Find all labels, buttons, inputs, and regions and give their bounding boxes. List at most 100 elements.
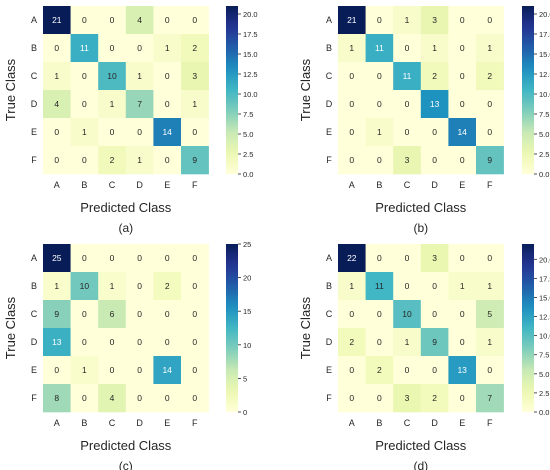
heatmap-cell [181,272,209,301]
cell-value-label: 0 [487,99,492,109]
heatmap-cell [70,272,99,301]
cell-value-label: 22 [347,253,357,263]
cell-value-label: 4 [110,393,115,403]
heatmap-cell [181,62,209,91]
colorbar-tick-label: 7.5 [243,110,253,119]
heatmap-cell [365,384,394,413]
cell-value-label: 0 [460,43,465,53]
heatmap-cell [476,146,504,175]
cell-value-label: 0 [54,365,59,375]
y-tick-label: A [326,253,332,263]
y-tick-label: C [31,71,38,81]
cell-value-label: 0 [137,43,142,53]
x-tick-label: B [376,418,382,428]
y-axis-label: True Class [298,58,313,121]
cell-value-label: 0 [192,365,197,375]
cell-value-label: 0 [349,99,354,109]
y-tick-label: A [326,15,332,25]
x-tick-label: D [431,418,438,428]
heatmap-cell [43,272,71,301]
cell-value-label: 0 [460,337,465,347]
heatmap-cell [476,272,504,301]
heatmap-cell [153,356,182,385]
heatmap-cell [420,244,449,273]
cell-value-label: 0 [432,309,437,319]
colorbar-tick-label: 20 [243,274,251,283]
cell-value-label: 10 [107,71,117,81]
heatmap-cell [43,244,71,273]
cell-value-label: 0 [460,393,465,403]
cell-value-label: 0 [377,309,382,319]
y-tick-label: D [31,337,38,347]
cell-value-label: 0 [192,127,197,137]
heatmap-cell [338,118,366,147]
y-tick-label: B [326,281,332,291]
cell-value-label: 0 [110,253,115,263]
heatmap-cell [338,328,366,357]
x-tick-label: E [459,418,465,428]
cell-value-label: 0 [82,337,87,347]
heatmap-cell [448,146,477,175]
cell-value-label: 0 [349,309,354,319]
cell-value-label: 2 [192,43,197,53]
heatmap-cell [153,300,182,329]
colorbar-tick-label: 12.5 [539,70,550,79]
x-tick-label: E [164,180,170,190]
heatmap-cell [125,328,154,357]
heatmap-cell [43,356,71,385]
heatmap-cell [393,384,422,413]
y-tick-label: B [326,43,332,53]
heatmap-cell [420,62,449,91]
x-tick-label: C [109,180,116,190]
cell-value-label: 3 [405,393,410,403]
cell-value-label: 3 [192,71,197,81]
cell-value-label: 0 [110,127,115,137]
y-tick-label: A [31,15,37,25]
cell-value-label: 1 [137,71,142,81]
x-tick-label: C [404,180,411,190]
colorbar-tick-label: 15.0 [539,50,550,59]
colorbar-tick-label: 17.5 [539,274,550,283]
heatmap-cell [70,118,99,147]
heatmap-cell [98,272,127,301]
y-axis-label: True Class [3,58,18,121]
x-tick-label: A [54,180,60,190]
heatmap-cell [153,6,182,35]
cell-value-label: 10 [80,281,90,291]
cell-value-label: 11 [80,43,89,53]
heatmap-cell [70,244,99,273]
heatmap-cell [98,90,127,119]
cell-value-label: 0 [82,393,87,403]
colorbar-tick-label: 5.0 [539,370,549,379]
cell-value-label: 0 [460,309,465,319]
cell-value-label: 0 [165,15,170,25]
y-axis-label: True Class [298,296,313,359]
panel-caption: (c) [119,459,133,470]
heatmap-cell [43,62,71,91]
heatmap-cell [338,384,366,413]
heatmap-cell [393,300,422,329]
heatmap-cell [125,6,154,35]
colorbar-tick-label: 5 [243,374,247,383]
x-tick-label: B [81,418,87,428]
cell-value-label: 0 [82,155,87,165]
heatmap-cell [98,62,127,91]
cell-value-label: 0 [405,365,410,375]
heatmap-cell [365,272,394,301]
cell-value-label: 2 [487,71,492,81]
x-tick-label: B [81,180,87,190]
heatmap-cell [98,146,127,175]
cell-value-label: 0 [487,253,492,263]
heatmap-cell [181,34,209,63]
cell-value-label: 2 [377,365,382,375]
cell-value-label: 4 [137,15,142,25]
x-tick-label: A [54,418,60,428]
heatmap-cell [153,244,182,273]
cell-value-label: 9 [192,155,197,165]
cell-value-label: 1 [405,337,410,347]
heatmap-cell [393,244,422,273]
cell-value-label: 14 [162,127,172,137]
heatmap-cell [393,62,422,91]
heatmap-cell [338,90,366,119]
heatmap-cell [420,272,449,301]
